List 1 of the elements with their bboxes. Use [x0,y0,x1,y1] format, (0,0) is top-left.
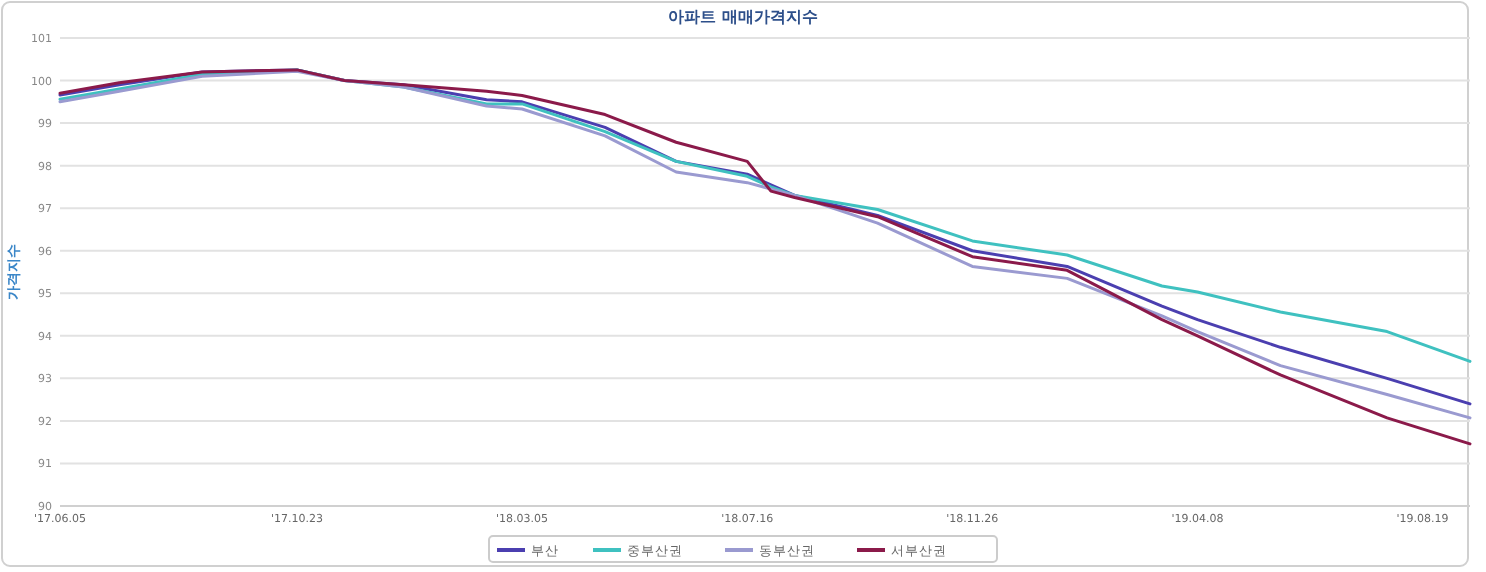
chart-title: 아파트 매매가격지수 [668,8,818,26]
